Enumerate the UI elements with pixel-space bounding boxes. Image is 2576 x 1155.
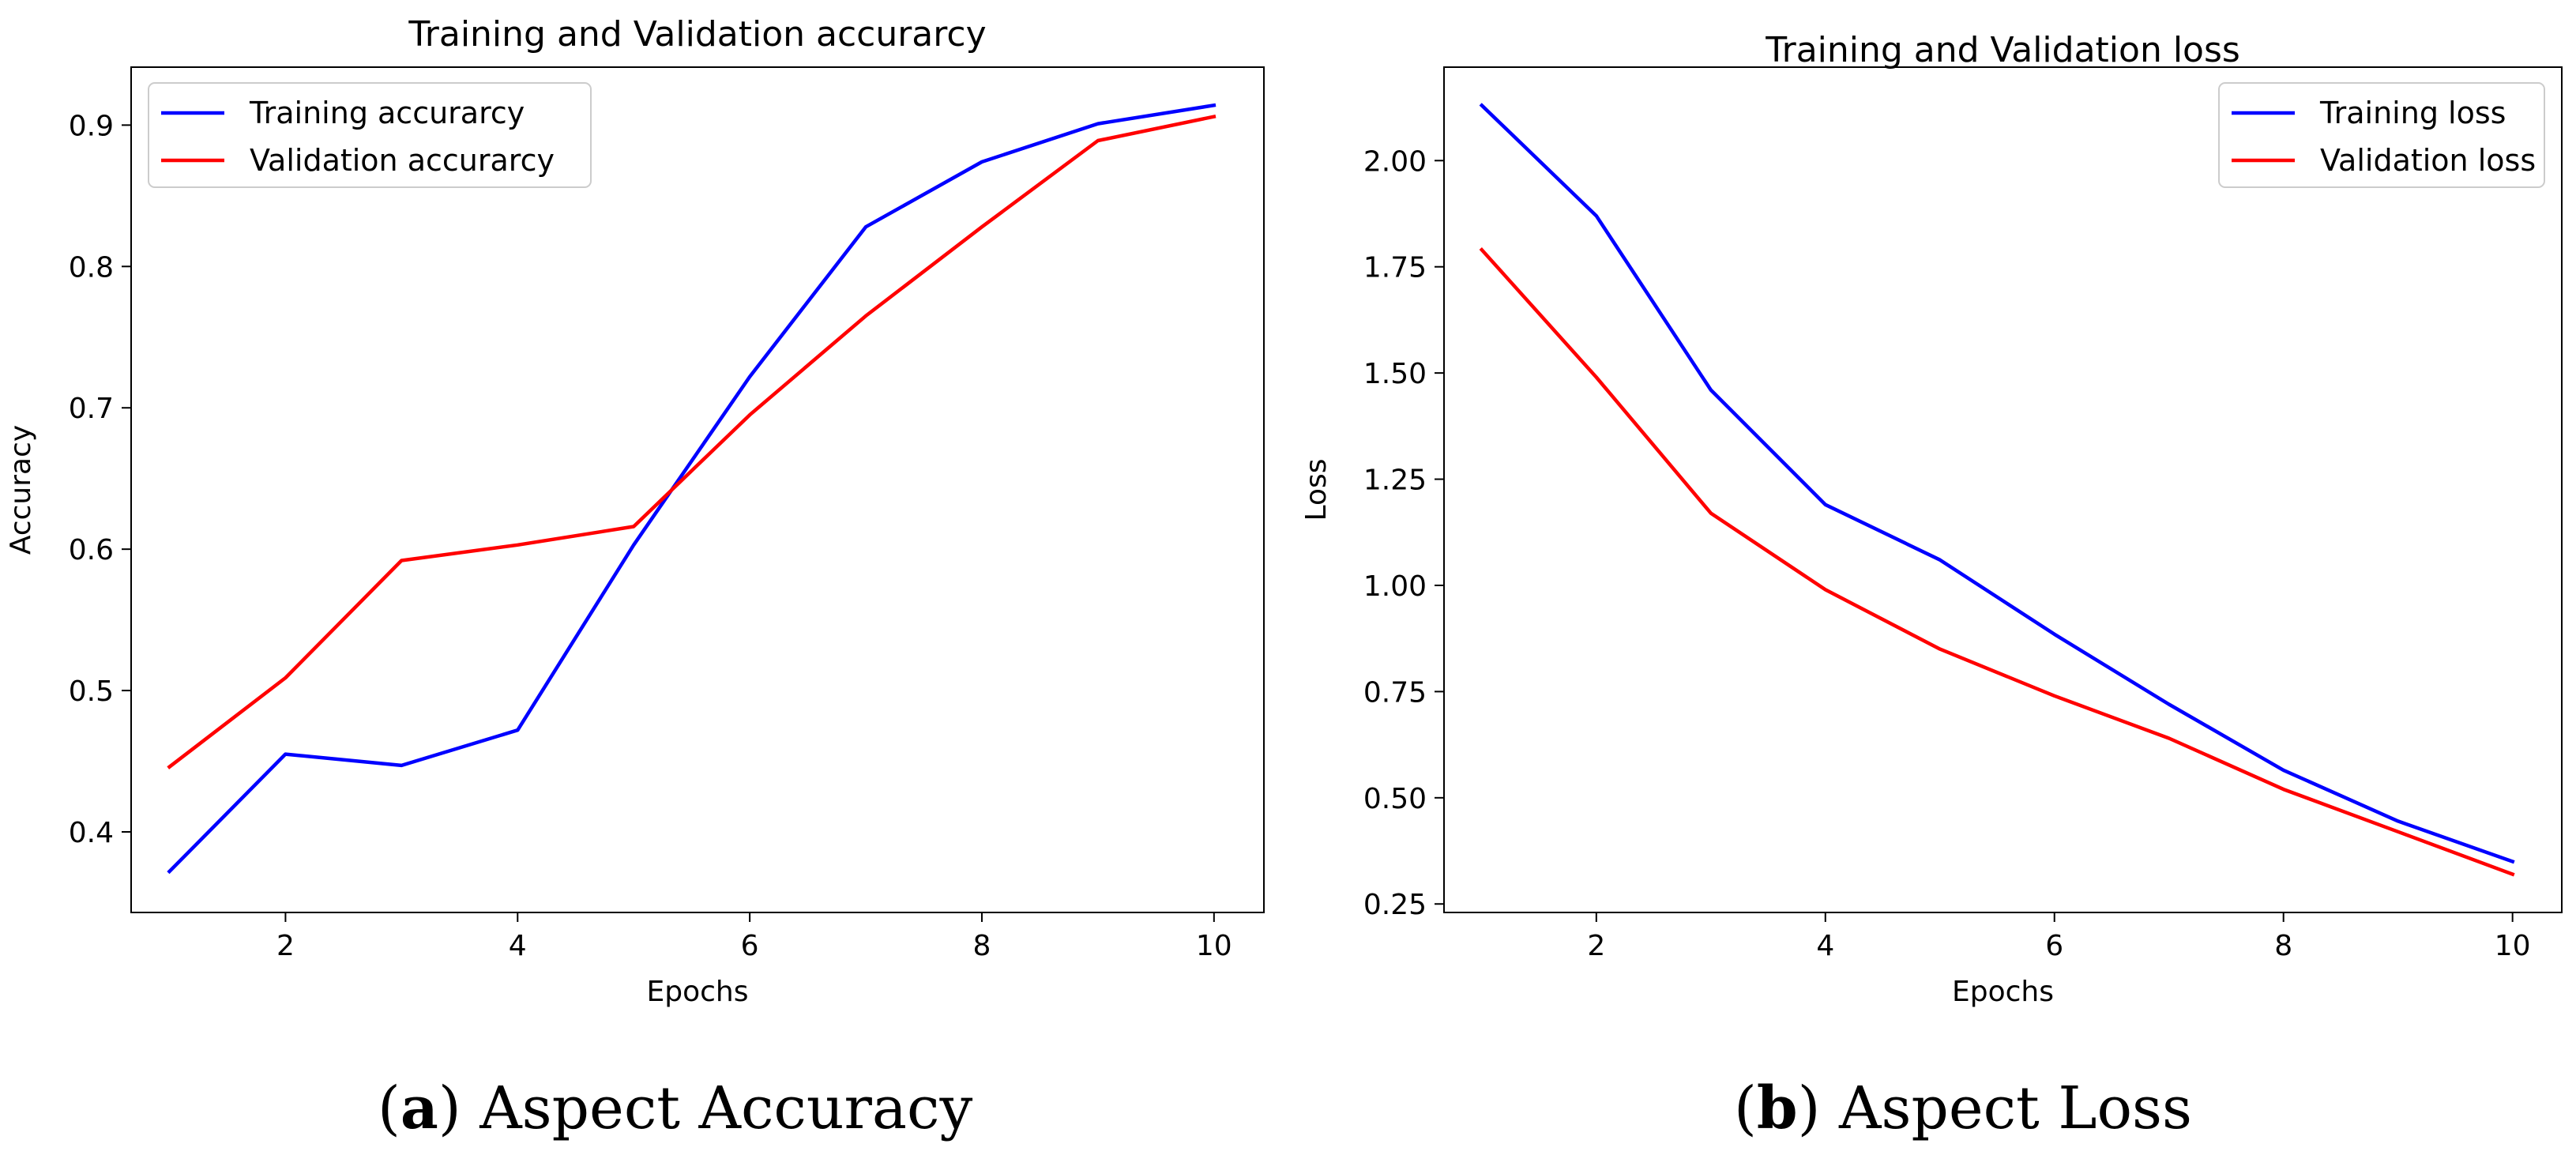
y-tick-label: 0.25 (1363, 889, 1427, 921)
legend-label: Validation loss (2320, 143, 2536, 178)
accuracy-chart: Training and Validation accurarcy 2 4 6 8 10 0… (5, 14, 1265, 1008)
y-tick-label: 1.25 (1363, 465, 1427, 497)
y-tick-label: 0.75 (1363, 676, 1427, 709)
x-axis-label: Epochs (1952, 976, 2054, 1008)
chart-title: Training and Validation loss (1765, 30, 2240, 70)
y-tick-label: 0.9 (69, 110, 114, 142)
y-tick-label: 0.5 (69, 675, 114, 708)
legend: Training loss Validation loss (2218, 82, 2545, 188)
x-tick-label: 6 (2045, 930, 2063, 962)
y-axis-label: Loss (1300, 459, 1333, 521)
caption-letter: b (1756, 1074, 1798, 1142)
plot-frame (130, 66, 1265, 913)
x-tick-label: 2 (1587, 930, 1605, 962)
y-axis-label: Accuracy (5, 425, 37, 555)
x-tick-label: 6 (741, 930, 759, 962)
legend-label: Validation accurarcy (250, 143, 555, 178)
legend-label: Training accurarcy (249, 96, 525, 130)
x-tick-label: 10 (1196, 930, 1232, 962)
legend: Training accurarcy Validation accurarcy (148, 82, 592, 188)
x-tick-label: 4 (509, 930, 527, 962)
y-tick-label: 1.50 (1363, 358, 1427, 390)
y-tick-label: 0.50 (1363, 783, 1427, 815)
caption-text: Aspect Accuracy (479, 1074, 973, 1142)
y-tick-label: 2.00 (1363, 145, 1427, 178)
caption-text: Aspect Loss (1839, 1074, 2192, 1142)
chart-title: Training and Validation accurarcy (408, 14, 986, 55)
legend-label: Training loss (2319, 96, 2506, 130)
x-tick-label: 10 (2495, 930, 2531, 962)
y-tick-label: 0.8 (69, 251, 114, 284)
y-tick-label: 0.7 (69, 393, 114, 425)
plot-frame (1443, 66, 2563, 913)
legend-box (2218, 82, 2545, 188)
x-tick-label: 8 (973, 930, 991, 962)
y-tick-label: 1.75 (1363, 252, 1427, 284)
y-tick-label: 0.6 (69, 534, 114, 566)
loss-chart: Training and Validation loss 2 4 6 8 10 0.25 0.… (1300, 30, 2563, 1008)
y-tick-label: 0.4 (69, 817, 114, 849)
x-tick-label: 4 (1816, 930, 1834, 962)
series-line-training-accurarcy (167, 103, 1217, 875)
series-line-training-loss (1479, 103, 2515, 864)
series-line-validation-accurarcy (167, 114, 1217, 769)
legend-box (148, 82, 592, 188)
y-tick-label: 1.00 (1363, 570, 1427, 603)
series-line-validation-loss (1479, 247, 2515, 877)
x-tick-label: 2 (276, 930, 295, 962)
caption-letter: a (400, 1074, 438, 1142)
caption-accuracy: (a) Aspect Accuracy (378, 1074, 973, 1142)
x-tick-label: 8 (2274, 930, 2292, 962)
x-axis-label: Epochs (647, 976, 749, 1008)
caption-loss: (b) Aspect Loss (1734, 1074, 2192, 1142)
